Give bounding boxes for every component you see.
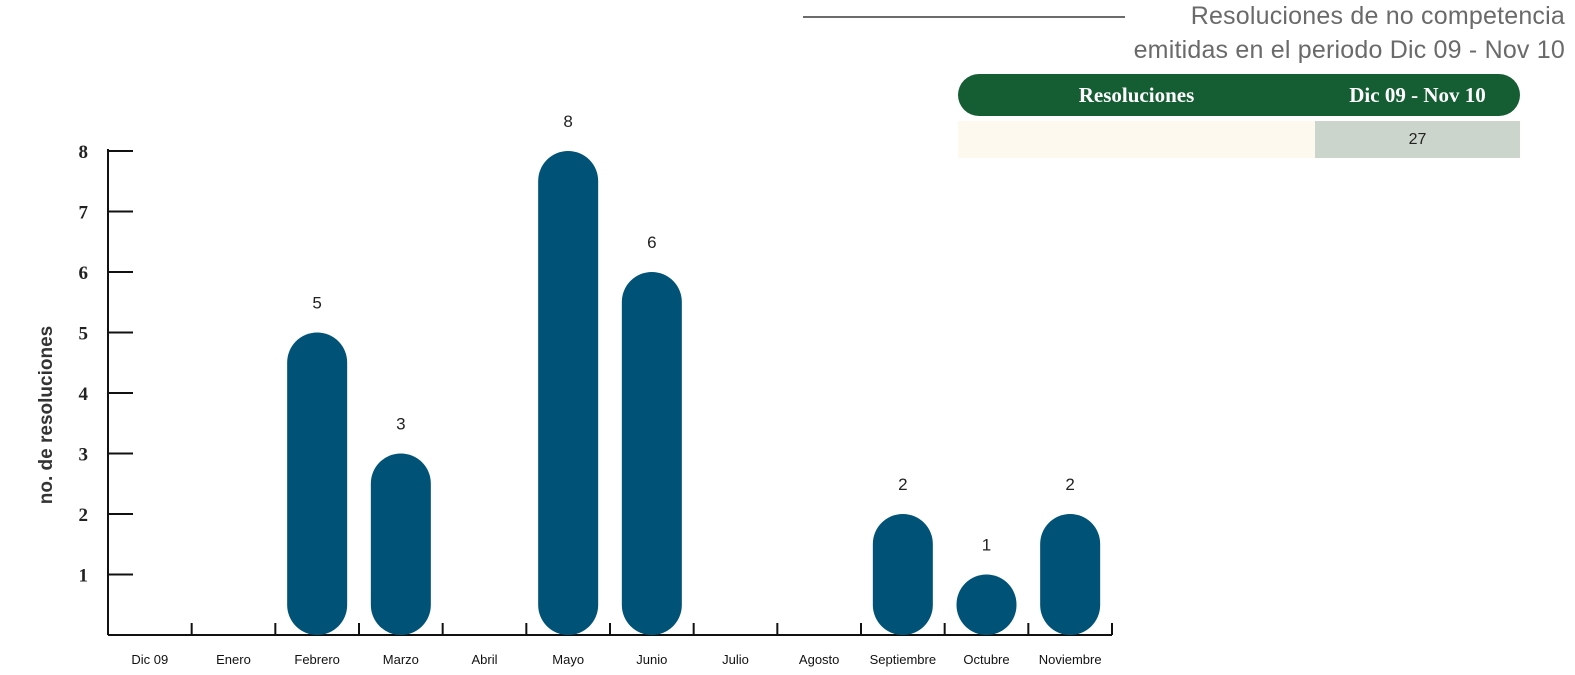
y-tick-label-1: 1 [79, 566, 89, 587]
chart-title-line-2: emitidas en el periodo Dic 09 - Nov 10 [1133, 36, 1565, 64]
data-label-marzo: 3 [396, 415, 405, 434]
x-category-label-marzo: Marzo [383, 652, 419, 667]
x-category-label-octubre: Octubre [963, 652, 1009, 667]
data-label-mayo: 8 [563, 112, 572, 131]
bar-marzo [370, 453, 431, 635]
y-tick-label-8: 8 [79, 142, 89, 163]
x-category-label-agosto: Agosto [799, 652, 839, 667]
x-category-label-septiembre: Septiembre [870, 652, 936, 667]
x-category-label-abril: Abril [471, 652, 497, 667]
x-category-label-enero: Enero [216, 652, 251, 667]
y-tick-label-5: 5 [79, 324, 89, 345]
summary-col-resoluciones: Resoluciones [1078, 82, 1195, 107]
data-label-octubre: 1 [982, 536, 991, 555]
data-label-noviembre: 2 [1065, 475, 1074, 494]
title-rule [803, 16, 1125, 18]
summary-row-total: 27 [1315, 121, 1520, 158]
bar-septiembre [872, 514, 933, 635]
bar-mayo [538, 151, 599, 635]
bar-noviembre [1040, 514, 1101, 635]
x-category-label-noviembre: Noviembre [1039, 652, 1102, 667]
summary-table-header: Resoluciones Dic 09 - Nov 10 [958, 74, 1520, 116]
x-category-label-febrero: Febrero [294, 652, 340, 667]
bar-junio [621, 272, 682, 635]
x-category-label-mayo: Mayo [552, 652, 584, 667]
data-label-septiembre: 2 [898, 475, 907, 494]
x-category-label-dic-09: Dic 09 [131, 652, 168, 667]
summary-col-period: Dic 09 - Nov 10 [1349, 82, 1486, 107]
bar-febrero [287, 332, 348, 635]
summary-row-label [958, 121, 1315, 158]
x-category-label-junio: Junio [636, 652, 667, 667]
bar-octubre [956, 574, 1017, 635]
y-tick-label-4: 4 [79, 384, 89, 405]
data-label-febrero: 5 [312, 294, 321, 313]
summary-table-row: 27 [958, 121, 1520, 158]
chart-title-line-1: Resoluciones de no competencia [1190, 2, 1565, 30]
y-tick-label-7: 7 [79, 203, 89, 224]
y-tick-label-3: 3 [79, 445, 89, 466]
x-category-label-julio: Julio [722, 652, 749, 667]
summary-table: Resoluciones Dic 09 - Nov 10 27 [958, 74, 1520, 158]
y-tick-label-2: 2 [79, 505, 89, 526]
data-label-junio: 6 [647, 233, 656, 252]
y-tick-label-6: 6 [79, 263, 89, 284]
